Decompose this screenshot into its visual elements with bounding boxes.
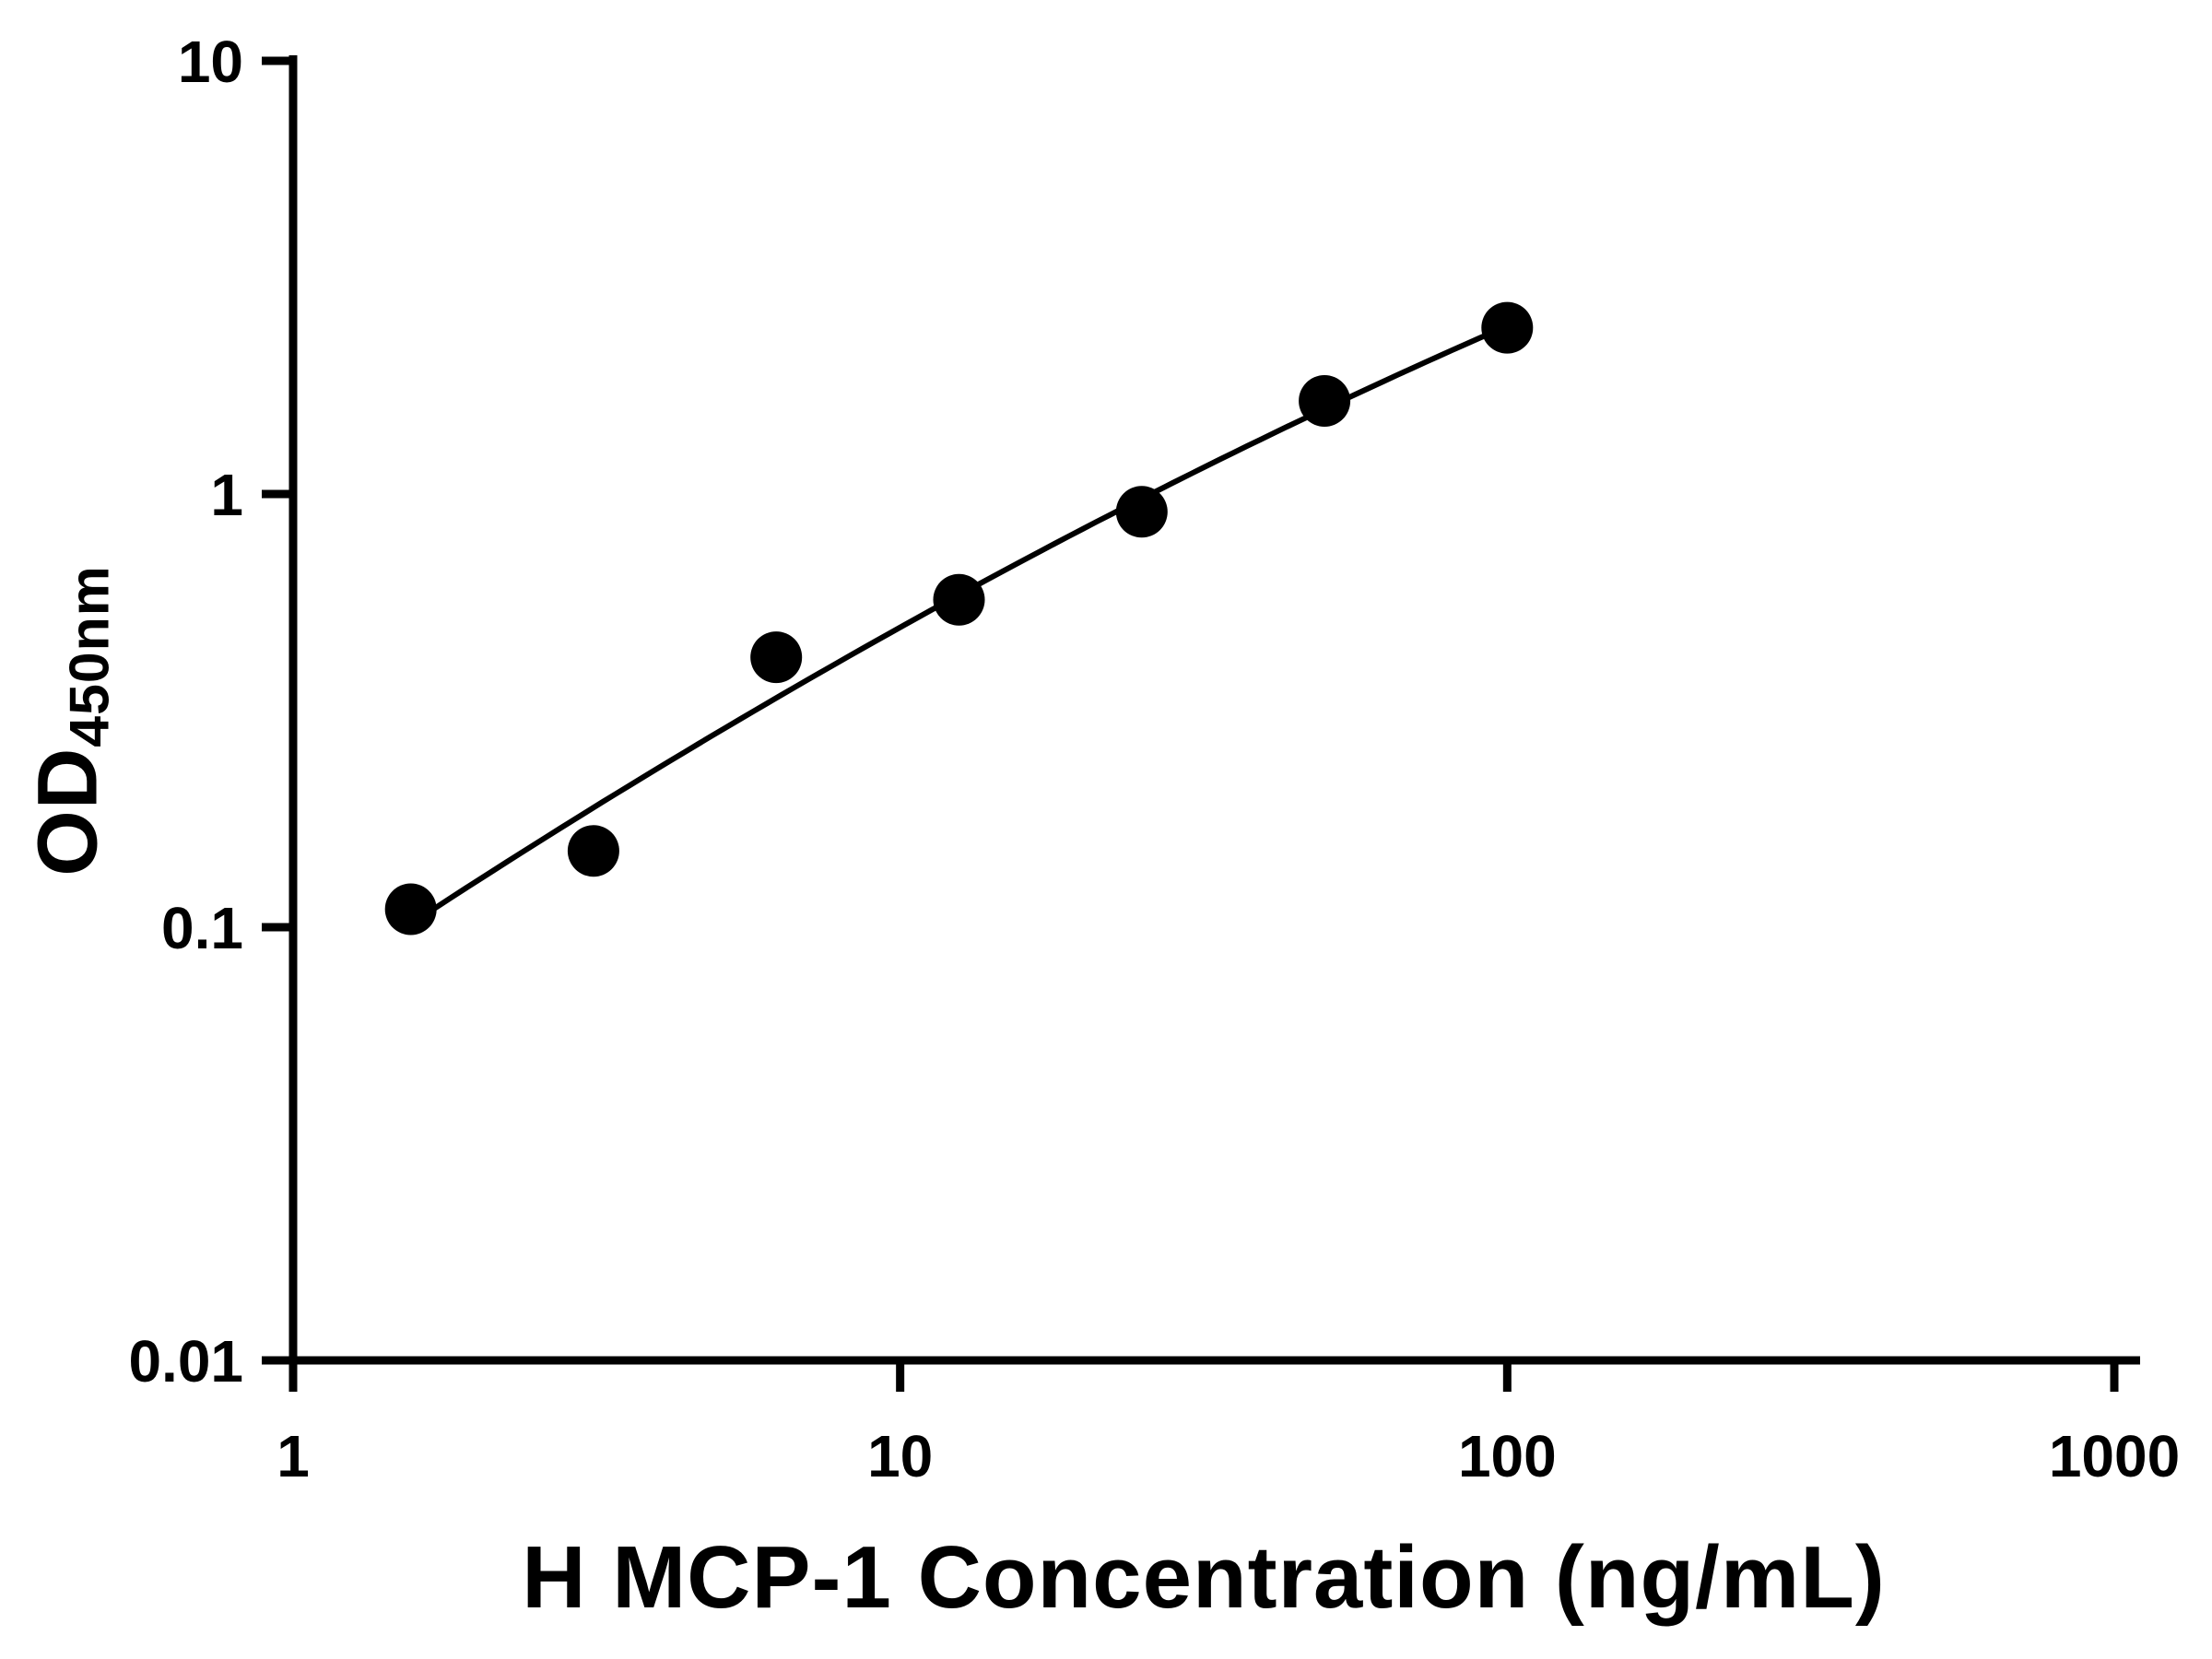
y-tick-label: 10 — [178, 29, 243, 95]
data-point — [1481, 301, 1534, 354]
data-point — [384, 883, 437, 935]
y-axis-title-sub: 450nm — [57, 565, 121, 747]
data-point — [1299, 375, 1351, 427]
x-tick-label: 100 — [1458, 1423, 1557, 1489]
axis-spines — [288, 55, 2140, 1365]
y-tick-label: 0.1 — [161, 895, 243, 961]
data-point — [1115, 486, 1168, 538]
data-point — [750, 631, 803, 684]
data-point — [567, 825, 619, 877]
y-tick-label: 1 — [210, 462, 243, 528]
x-axis-title: H MCP-1 Concentration (ng/mL) — [522, 1528, 1886, 1627]
data-point — [933, 573, 985, 626]
y-tick-label: 0.01 — [128, 1328, 243, 1394]
y-axis-title: OD450nm — [20, 565, 121, 877]
x-tick-label: 1000 — [2049, 1423, 2180, 1489]
x-tick-label: 10 — [867, 1423, 933, 1489]
y-axis-title-main: OD — [20, 747, 115, 877]
x-tick-label: 1 — [276, 1423, 310, 1489]
